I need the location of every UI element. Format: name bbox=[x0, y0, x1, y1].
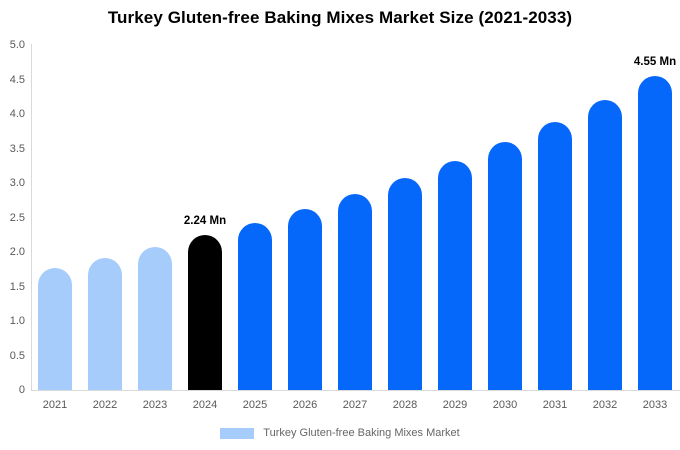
bar-2030 bbox=[488, 142, 522, 390]
y-tick-label: 4.0 bbox=[9, 108, 25, 120]
x-tick-label-2029: 2029 bbox=[442, 399, 468, 411]
x-tick-label-2026: 2026 bbox=[292, 399, 318, 411]
y-tick-label: 3.0 bbox=[9, 177, 25, 189]
bar-2027 bbox=[338, 194, 372, 390]
bar-2031 bbox=[538, 122, 572, 390]
y-axis-line bbox=[31, 44, 32, 391]
x-tick-label-2021: 2021 bbox=[42, 399, 68, 411]
x-tick-label-2027: 2027 bbox=[342, 399, 368, 411]
x-tick-label-2024: 2024 bbox=[192, 399, 218, 411]
bar-2026 bbox=[288, 209, 322, 390]
bar-2033 bbox=[638, 76, 672, 390]
y-tick-label: 4.5 bbox=[9, 73, 25, 86]
y-tick-label: 0 bbox=[18, 384, 25, 396]
x-tick-label-2031: 2031 bbox=[542, 399, 568, 411]
y-tick-label: 0.5 bbox=[9, 349, 25, 362]
y-tick-label: 3.5 bbox=[9, 142, 25, 155]
legend-swatch bbox=[220, 427, 255, 439]
legend-label: Turkey Gluten-free Baking Mixes Market bbox=[263, 427, 460, 439]
x-tick-label-2028: 2028 bbox=[392, 399, 418, 411]
bar-2021 bbox=[38, 268, 72, 390]
y-tick-label: 1.0 bbox=[9, 315, 25, 327]
bar-2025 bbox=[238, 223, 272, 390]
x-tick-label-2023: 2023 bbox=[142, 399, 168, 411]
x-tick-label-2032: 2032 bbox=[592, 399, 618, 411]
bar-2023 bbox=[138, 247, 172, 390]
bar-2024 bbox=[188, 235, 222, 390]
x-tick-label-2030: 2030 bbox=[492, 399, 518, 411]
bar-2029 bbox=[438, 161, 472, 390]
value-label-2024: 2.24 Mn bbox=[183, 215, 227, 227]
bar-2032 bbox=[588, 100, 622, 390]
bar-2022 bbox=[88, 258, 122, 390]
y-tick-label: 5.0 bbox=[9, 39, 25, 51]
y-tick-label: 1.5 bbox=[9, 280, 25, 293]
x-tick-label-2022: 2022 bbox=[92, 399, 118, 411]
y-tick-label: 2.5 bbox=[9, 211, 25, 224]
legend: Turkey Gluten-free Baking Mixes Market bbox=[0, 424, 680, 442]
bar-2028 bbox=[388, 178, 422, 390]
x-axis-line bbox=[31, 390, 680, 391]
x-tick-label-2033: 2033 bbox=[642, 399, 668, 411]
x-tick-label-2025: 2025 bbox=[242, 399, 268, 411]
y-tick-label: 2.0 bbox=[9, 246, 25, 258]
value-label-2033: 4.55 Mn bbox=[633, 56, 677, 68]
chart-title: Turkey Gluten-free Baking Mixes Market S… bbox=[107, 8, 573, 27]
